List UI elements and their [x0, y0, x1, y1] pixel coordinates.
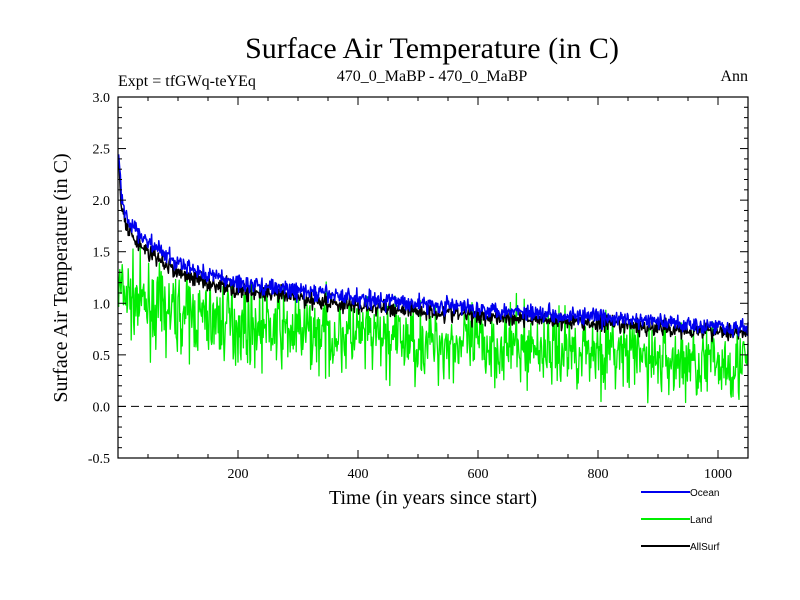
season-label: Ann [720, 68, 748, 85]
legend-label-allsurf: AllSurf [690, 542, 720, 553]
y-tick-label: -0.5 [88, 452, 110, 467]
y-tick-label: 1.5 [93, 246, 111, 261]
x-tick-label: 1000 [704, 467, 732, 482]
chart-title: Surface Air Temperature (in C) [245, 32, 619, 65]
x-axis-label: Time (in years since start) [329, 487, 537, 509]
x-tick-label: 600 [468, 467, 489, 482]
series-line-ocean [117, 154, 749, 338]
y-tick-label: 0.5 [93, 349, 111, 364]
series-layer [117, 154, 749, 404]
x-tick-label: 400 [348, 467, 369, 482]
y-tick-label: 3.0 [93, 91, 111, 106]
y-tick-label: 2.5 [93, 143, 111, 158]
y-tick-label: 1.0 [93, 297, 111, 312]
legend: Ocean Land AllSurf [641, 488, 720, 553]
series-line-land [117, 247, 749, 404]
y-axis-label: Surface Air Temperature (in C) [50, 153, 72, 402]
x-tick-label: 800 [588, 467, 609, 482]
y-tick-label: 0.0 [93, 400, 111, 415]
y-tick-label: 2.0 [93, 194, 111, 209]
y-axis-ticks: -0.5 0.0 0.5 1.0 1.5 2.0 2.5 3.0 [88, 91, 748, 467]
x-axis-ticks: 200 400 600 800 1000 [147, 97, 732, 482]
plot-frame [117, 96, 749, 459]
legend-label-land: Land [690, 515, 712, 526]
x-tick-label: 200 [228, 467, 249, 482]
experiment-label: Expt = tfGWq-teYEq [118, 73, 256, 90]
legend-label-ocean: Ocean [690, 488, 719, 499]
period-label: 470_0_MaBP - 470_0_MaBP [337, 68, 528, 85]
